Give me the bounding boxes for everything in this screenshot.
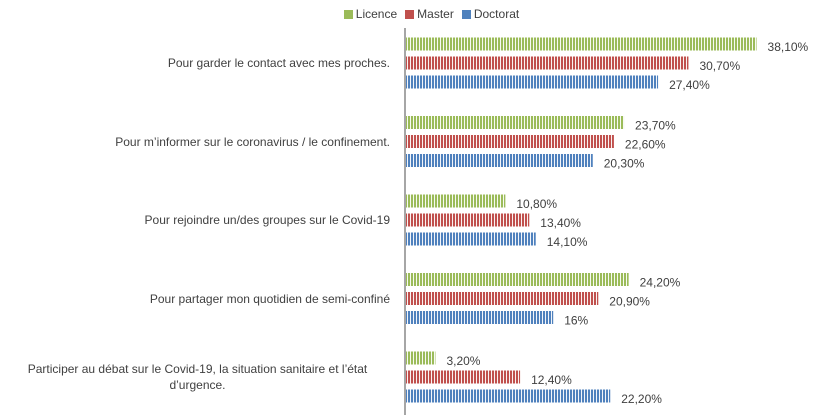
- bar: [406, 75, 659, 89]
- legend-label: Doctorat: [473, 7, 520, 21]
- category-label-box: Pour m’informer sur le coronavirus / le …: [0, 134, 390, 150]
- bar: [406, 370, 521, 384]
- value-label: 12,40%: [531, 373, 572, 387]
- bar: [406, 292, 599, 305]
- category-label: Pour garder le contact avec mes proches.: [167, 56, 390, 70]
- bar: [406, 232, 536, 246]
- value-label: 38,10%: [768, 40, 809, 54]
- bar: [406, 194, 506, 208]
- category-label-box: Participer au débat sur le Covid-19, la …: [0, 361, 390, 393]
- bar: [406, 351, 436, 365]
- bar: [406, 37, 757, 51]
- bar: [406, 135, 614, 148]
- value-label: 20,30%: [604, 157, 645, 171]
- value-label: 16%: [564, 314, 588, 328]
- category-label: Participer au débat sur le Covid-19, la …: [27, 362, 368, 392]
- bar: [406, 154, 593, 167]
- value-label: 3,20%: [446, 354, 480, 368]
- category-label: Pour rejoindre un/des groupes sur le Cov…: [144, 213, 390, 227]
- legend-item: Doctorat: [461, 7, 520, 21]
- bar: [406, 273, 629, 286]
- legend-swatch: [343, 9, 353, 19]
- value-label: 24,20%: [640, 276, 681, 290]
- category-label-box: Pour garder le contact avec mes proches.: [0, 55, 390, 71]
- value-label: 20,90%: [609, 295, 650, 309]
- value-label: 23,70%: [635, 119, 676, 133]
- category-label-box: Pour partager mon quotidien de semi-conf…: [0, 291, 390, 307]
- legend: Licence Master Doctorat: [0, 7, 823, 21]
- legend-swatch: [461, 9, 471, 19]
- bar: [406, 56, 689, 70]
- bar: [406, 116, 625, 129]
- value-label: 27,40%: [669, 78, 710, 92]
- value-label: 10,80%: [516, 197, 557, 211]
- value-label: 13,40%: [540, 216, 581, 230]
- value-label: 22,60%: [625, 138, 666, 152]
- value-label: 14,10%: [547, 235, 588, 249]
- bar: [406, 213, 530, 227]
- legend-item: Licence: [343, 7, 398, 21]
- legend-label: Licence: [355, 7, 398, 21]
- category-label: Pour m’informer sur le coronavirus / le …: [115, 134, 390, 149]
- legend-label: Master: [417, 7, 454, 21]
- value-label: 30,70%: [699, 59, 740, 73]
- value-label: 22,20%: [621, 392, 662, 406]
- category-label: Pour partager mon quotidien de semi-conf…: [149, 291, 390, 306]
- bar: [406, 311, 554, 324]
- legend-item: Master: [405, 7, 454, 21]
- legend-swatch: [405, 9, 415, 19]
- category-label-box: Pour rejoindre un/des groupes sur le Cov…: [0, 212, 390, 228]
- bar: [406, 389, 611, 403]
